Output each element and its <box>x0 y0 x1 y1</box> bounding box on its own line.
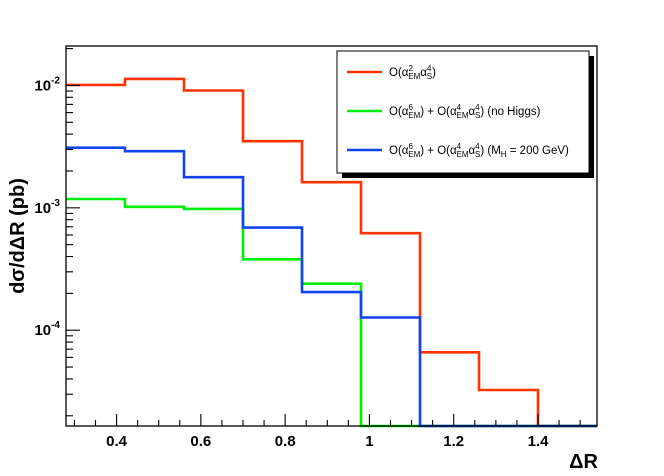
x-tick-label: 0.8 <box>275 433 296 450</box>
x-axis-title: ΔR <box>569 451 598 473</box>
x-tick-label: 1.4 <box>528 433 550 450</box>
y-tick-label: 10-3 <box>34 198 60 217</box>
x-tick-label: 1 <box>365 433 373 450</box>
x-tick-label: 0.4 <box>106 433 128 450</box>
legend-label-1: O(α2 EMα4 S) <box>389 64 436 81</box>
legend-label-3: O(α6 EM) + O(α4 EMα4 S) (MH = 200 GeV) <box>389 142 569 159</box>
plot-frame <box>65 45 598 427</box>
y-tick-label: 10-4 <box>34 320 60 339</box>
legend-label-2: O(α6 EM) + O(α4 EMα4 S) (no Higgs) <box>389 103 541 120</box>
axis-layer: 0.4 0.6 0.8 1 1.2 1.4 10-2 10-3 10-4 <box>34 48 581 450</box>
x-tick-label: 1.2 <box>443 433 464 450</box>
x-tick-label: 0.6 <box>190 433 211 450</box>
y-tick-label: 10-2 <box>34 75 60 94</box>
y-axis-title: dσ/dΔR (pb) <box>7 178 29 294</box>
series-line-1 <box>66 77 597 428</box>
legend: O(α2 EMα4 S) O(α6 EM) + O(α4 EMα4 S) (no Higgs… <box>336 50 594 178</box>
